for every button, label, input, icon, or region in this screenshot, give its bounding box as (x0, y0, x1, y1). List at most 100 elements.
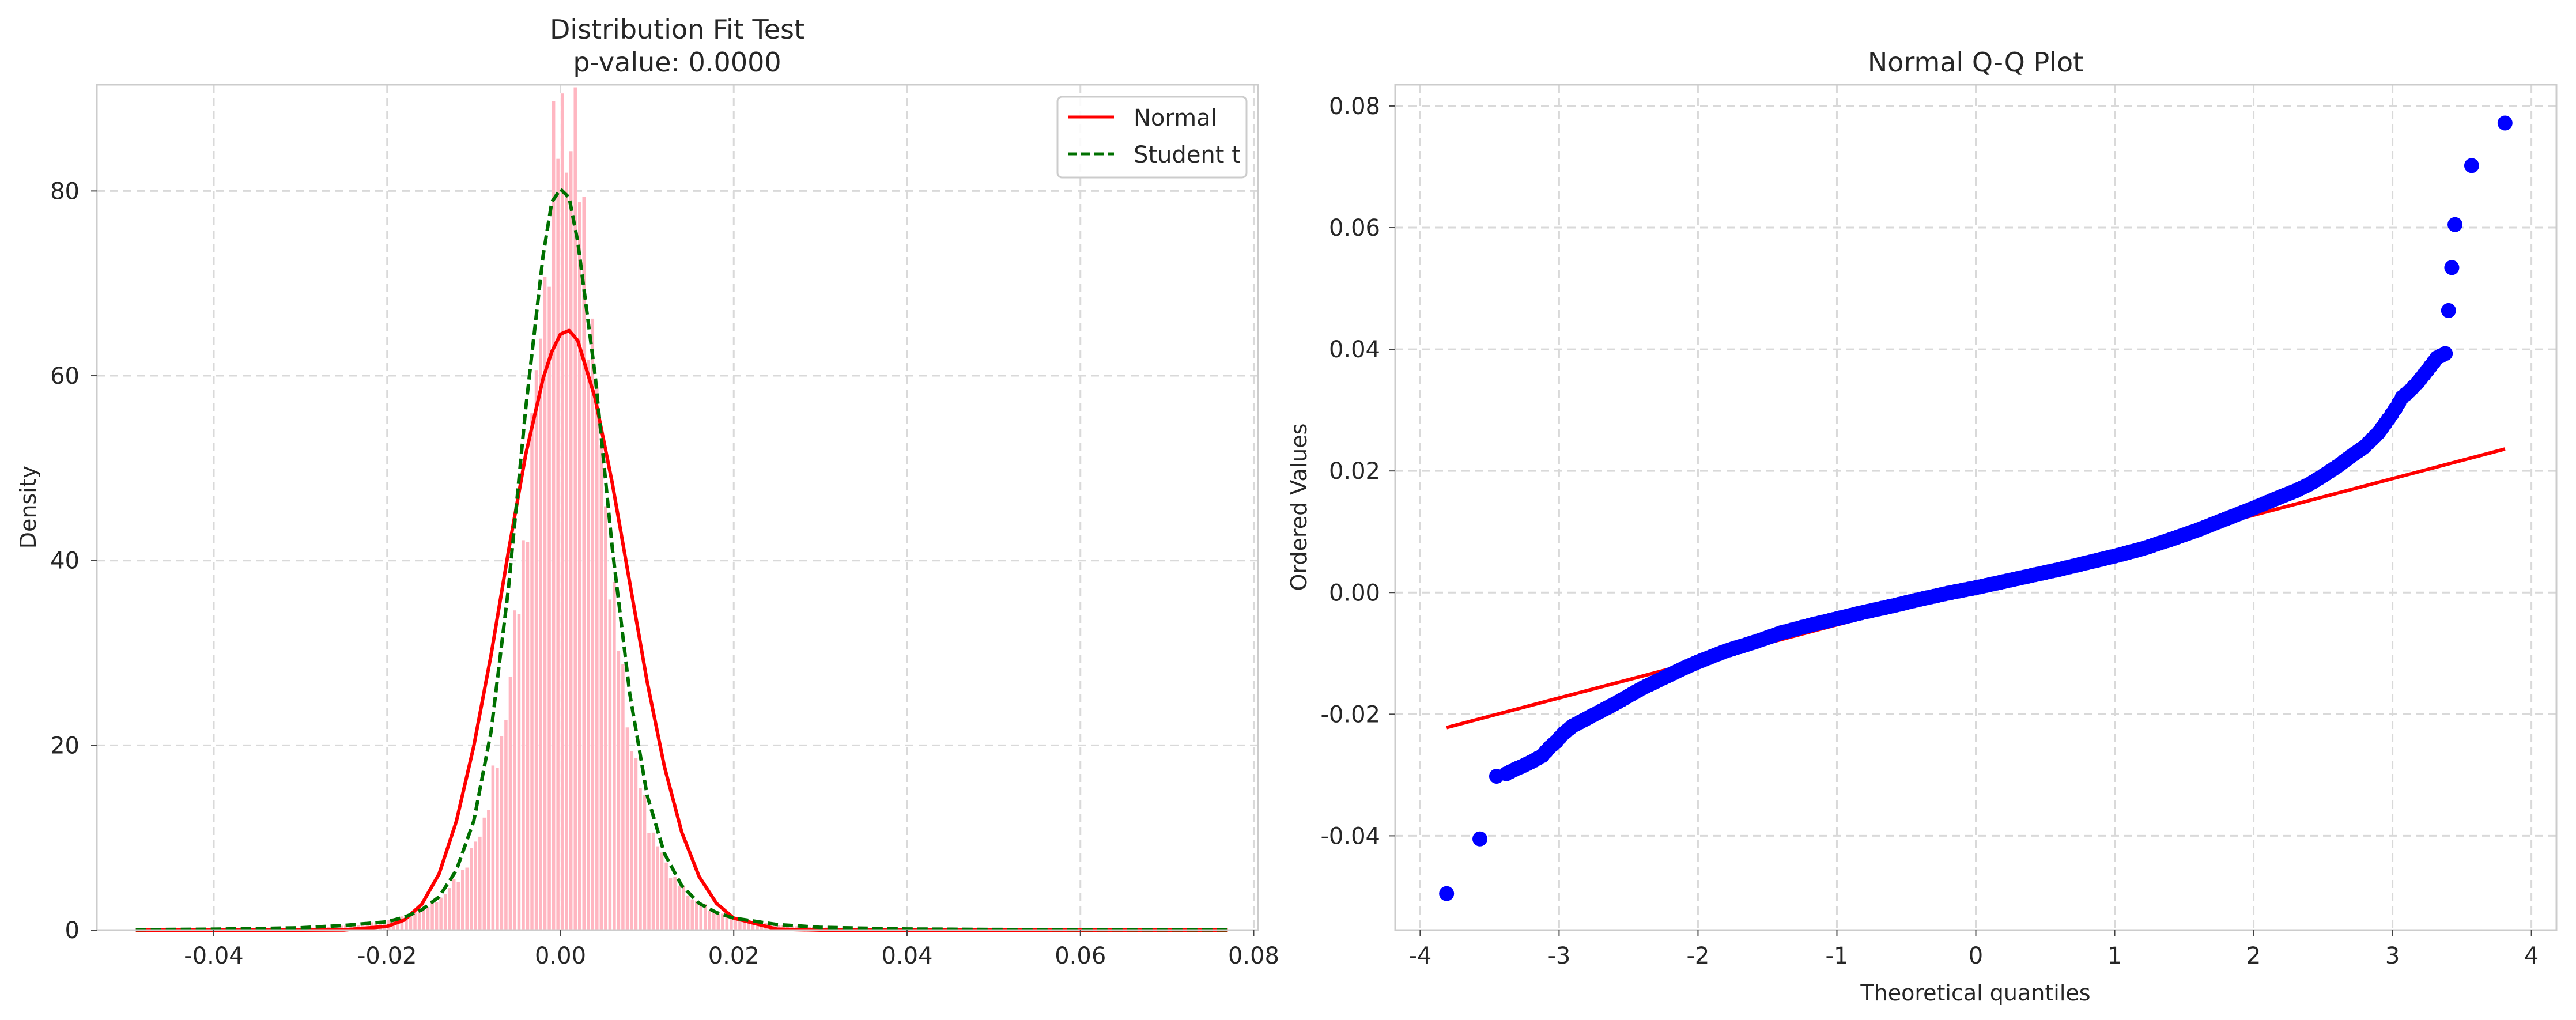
right-panel: -4 -3 -2 -1 0 1 2 3 4 -0.04 -0.02 0.00 0.02 0.04 0.06 0… (1286, 47, 2558, 1006)
left-y-tick-label: 80 (50, 178, 80, 205)
histogram-bar (499, 735, 504, 931)
left-x-tick-label: 0.08 (1228, 943, 1279, 969)
histogram-bar (478, 836, 482, 931)
histogram-bar (638, 787, 643, 931)
histogram-bar (473, 841, 478, 931)
histogram-bar (625, 727, 629, 931)
histogram-bar (647, 832, 651, 931)
histogram-bar (664, 862, 668, 931)
histogram-bar (547, 286, 552, 931)
histogram-bar (456, 881, 460, 931)
histogram-bar (651, 832, 656, 931)
left-x-tick-label: 0.02 (708, 943, 760, 969)
right-x-tick-label: -4 (1408, 943, 1431, 969)
histogram-bar (616, 651, 621, 931)
right-y-tick-label: -0.02 (1321, 701, 1381, 728)
right-y-tick-label: 0.00 (1329, 580, 1380, 606)
left-y-tick-label: 20 (50, 732, 80, 759)
histogram-bar (482, 817, 486, 931)
histogram-bar (716, 913, 720, 931)
legend-normal-label: Normal (1134, 105, 1217, 131)
histogram-bar (521, 539, 526, 931)
left-x-tick-label: -0.04 (184, 943, 244, 969)
histogram-bar (452, 879, 456, 931)
qq-point (2464, 158, 2479, 173)
histogram-bar (612, 581, 617, 931)
qq-point (2444, 260, 2460, 275)
histogram-bar (698, 904, 703, 931)
right-x-tick-label: -1 (1826, 943, 1849, 969)
histogram-bar (508, 676, 512, 931)
left-y-axis-label: Density (16, 466, 41, 549)
histogram-bar (668, 878, 673, 931)
histogram-bar (552, 100, 556, 931)
histogram-bar (660, 852, 664, 931)
histogram-bar (504, 719, 508, 931)
histogram-bar (525, 542, 530, 931)
right-x-tick-label: -2 (1686, 943, 1709, 969)
legend: Normal Student t (1056, 96, 1248, 179)
histogram-bar (603, 505, 608, 931)
histogram-bar (556, 158, 560, 931)
qq-point (2447, 217, 2463, 232)
fit-curves (135, 187, 1228, 932)
qq-point (2438, 346, 2453, 361)
qq-point (1472, 831, 1488, 847)
histogram-bar (430, 900, 435, 931)
left-x-tick-label: 0.04 (881, 943, 932, 969)
legend-student-label: Student t (1134, 142, 1241, 168)
right-x-tick-label: 4 (2524, 943, 2539, 969)
histogram-bar (707, 910, 712, 931)
histogram-bar (586, 359, 591, 931)
histogram-bars (135, 86, 1080, 931)
histogram-bar (642, 794, 647, 931)
histogram-bar (599, 445, 603, 931)
left-x-tick-label: 0.06 (1055, 943, 1106, 969)
left-x-tick-label: 0.00 (535, 943, 586, 969)
histogram-bar (439, 897, 443, 931)
histogram-bar (464, 867, 469, 931)
right-title: Normal Q-Q Plot (1868, 47, 2083, 78)
qq-point (1439, 886, 1455, 901)
left-y-tick-label: 40 (50, 548, 80, 575)
histogram-bar (495, 767, 500, 931)
right-y-axis-label: Ordered Values (1286, 424, 1312, 591)
histogram-bar (595, 387, 599, 931)
histogram-bar (607, 599, 612, 931)
right-ticks: -4 -3 -2 -1 0 1 2 3 4 -0.04 -0.02 0.00 0.02 0.04 0.06 0… (1321, 93, 2539, 969)
left-title-line-1: Distribution Fit Test (550, 14, 804, 45)
right-y-tick-label: 0.06 (1329, 215, 1380, 241)
histogram-bar (677, 886, 682, 931)
right-x-tick-label: -3 (1547, 943, 1570, 969)
qq-point (2441, 303, 2456, 318)
histogram-bar (569, 150, 573, 931)
histogram-bar (443, 893, 448, 931)
histogram-bar (447, 887, 452, 931)
histogram-bar (573, 86, 577, 931)
histogram-bar (426, 906, 430, 931)
histogram-bar (486, 809, 491, 931)
qq-point (2497, 115, 2513, 131)
histogram-bar (673, 876, 677, 931)
histogram-bar (530, 413, 534, 931)
histogram-bar (564, 172, 569, 931)
left-y-tick-label: 60 (50, 363, 80, 390)
left-plot-frame (96, 84, 1259, 931)
right-x-tick-label: 2 (2246, 943, 2261, 969)
histogram-bar (686, 895, 690, 931)
histogram-bar (729, 917, 734, 931)
qq-points (1439, 115, 2513, 901)
histogram-bar (629, 750, 634, 931)
histogram-bar (690, 898, 694, 931)
right-y-tick-label: -0.04 (1321, 823, 1381, 849)
histogram-bar (621, 663, 625, 931)
histogram-bar (681, 885, 686, 931)
left-y-tick-label: 0 (65, 917, 80, 944)
histogram-bar (633, 757, 639, 931)
right-y-tick-label: 0.08 (1329, 93, 1380, 120)
histogram-bar (417, 912, 422, 931)
right-x-tick-label: 3 (2385, 943, 2400, 969)
left-title-line-2: p-value: 0.0000 (573, 47, 781, 78)
